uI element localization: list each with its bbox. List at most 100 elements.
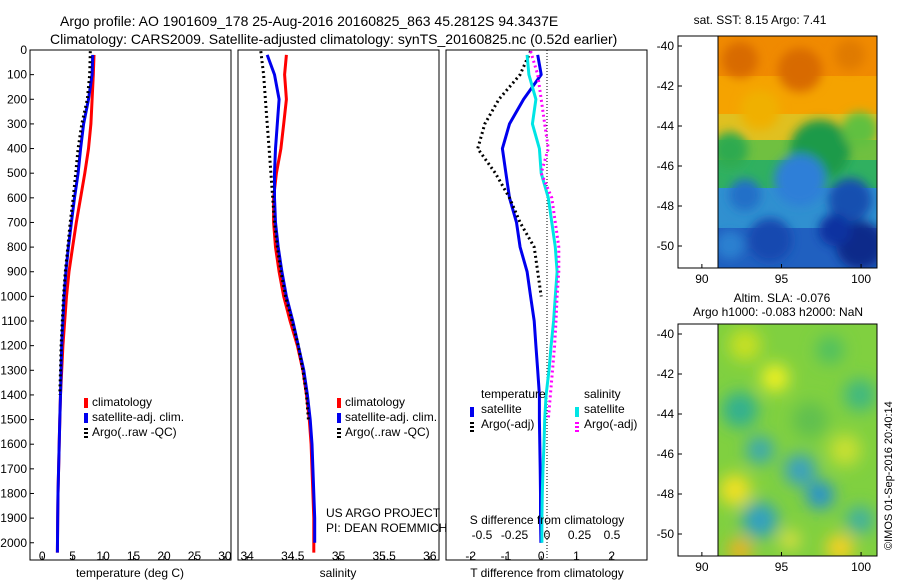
map-y-tick-label: -46 — [657, 159, 675, 173]
x-tick-label: 1 — [573, 549, 580, 563]
x-tick-label: 35 — [332, 549, 346, 563]
temperature-axis-ticks: 0 5 10 15 20 25 30 — [39, 549, 232, 563]
x-tick-label: 35.5 — [373, 549, 397, 563]
legend-sal-satellite-label: satellite — [584, 402, 625, 416]
x-tick-label: 5 — [69, 549, 76, 563]
legend-temp-satellite-label: satellite — [481, 402, 522, 416]
salinity-axis-label: salinity — [320, 566, 357, 580]
depth-tick-label: 1200 — [0, 339, 27, 353]
map-y-tick-label: -40 — [657, 39, 675, 53]
salinity-axis-ticks: 34 34.5 35 35.5 36 — [240, 549, 436, 563]
map-y-tick-label: -44 — [657, 407, 675, 421]
temperature-plot-frame — [29, 49, 232, 561]
legend-satellite-adj-label: satellite-adj. clim. — [92, 410, 184, 424]
depth-tick-label: 100 — [7, 68, 27, 82]
map-y-tick-label: -48 — [657, 487, 675, 501]
depth-tick-label: 400 — [7, 142, 27, 156]
map-y-tick-label: -48 — [657, 199, 675, 213]
sla-field-image — [717, 323, 878, 557]
top-x-tick-label: 0 — [544, 528, 551, 542]
sst-field-image — [717, 35, 878, 269]
difference-series — [476, 50, 561, 543]
salinity-difference-ticks: -0.5 -0.25 0 0.25 0.5 — [472, 528, 621, 542]
sst-map-panel: sat. SST: 8.15 Argo: 7.41 90 95 100 -40 -42 -… — [657, 13, 878, 286]
depth-tick-label: 1000 — [0, 289, 27, 303]
legend-climatology-label: climatology — [92, 395, 152, 409]
sla-map-panel: Altim. SLA: -0.076 Argo h1000: -0.083 h2… — [657, 291, 878, 574]
x-tick-label: 25 — [188, 549, 202, 563]
depth-tick-label: 1900 — [0, 511, 27, 525]
x-tick-label: 20 — [157, 549, 171, 563]
x-tick-label: 2 — [608, 549, 615, 563]
depth-tick-label: 1100 — [1, 314, 27, 328]
series-line-argo-raw-qc — [259, 51, 310, 420]
map-x-tick-label: 100 — [851, 272, 871, 286]
x-tick-label: 10 — [96, 549, 110, 563]
x-tick-label: 0 — [538, 549, 545, 563]
depth-tick-label: 1700 — [0, 462, 27, 476]
map-x-tick-label: 100 — [851, 560, 871, 574]
depth-tick-label: 800 — [7, 240, 27, 254]
x-tick-label: 34 — [240, 549, 254, 563]
x-tick-label: -2 — [465, 549, 476, 563]
map-y-tick-label: -44 — [657, 119, 675, 133]
x-tick-label: 30 — [218, 549, 232, 563]
top-x-tick-label: 0.25 — [568, 528, 592, 542]
legend-argo-label: Argo(..raw -QC) — [345, 425, 430, 439]
salinity-panel: 34 34.5 35 35.5 36 climatology satellite-adj… — [237, 49, 447, 580]
map-x-tick-label: 95 — [775, 272, 789, 286]
depth-tick-label: 1600 — [0, 437, 27, 451]
temperature-legend: climatology satellite-adj. clim. Argo(..… — [84, 395, 184, 439]
salinity-plot-frame — [237, 49, 440, 561]
depth-tick-label: 1300 — [0, 363, 27, 377]
difference-panel: -2 -1 0 1 2 temperature salinity satellite A… — [445, 49, 648, 580]
x-tick-label: 36 — [423, 549, 437, 563]
depth-tick-label: 1800 — [0, 486, 27, 500]
depth-tick-label: 900 — [7, 265, 27, 279]
project-annotation: US ARGO PROJECT — [326, 506, 441, 520]
depth-tick-label: 200 — [7, 92, 27, 106]
difference-axis-ticks: -2 -1 0 1 2 — [465, 549, 615, 563]
depth-tick-label: 1500 — [0, 413, 27, 427]
depth-tick-label: 0 — [20, 43, 27, 57]
legend-argo-label: Argo(..raw -QC) — [92, 425, 177, 439]
legend-climatology-label: climatology — [345, 395, 405, 409]
x-tick-label: 34.5 — [281, 549, 305, 563]
sla-map-axis-ticks: 90 95 100 -40 -42 -44 -46 -48 -50 — [657, 327, 872, 574]
map-x-tick-label: 95 — [775, 560, 789, 574]
x-tick-label: 0 — [39, 549, 46, 563]
sst-color-field — [718, 36, 877, 268]
map-y-tick-label: -50 — [657, 239, 675, 253]
series-line-temperature-satellite — [500, 54, 543, 543]
sst-map-title: sat. SST: 8.15 Argo: 7.41 — [694, 13, 827, 27]
imos-timestamp-watermark: ©IMOS 01-Sep-2016 20:40:14 — [883, 401, 895, 550]
sla-color-field — [718, 324, 877, 556]
series-line-argo-raw-qc — [58, 51, 92, 395]
header-line-2: Climatology: CARS2009. Satellite-adjuste… — [50, 31, 617, 47]
map-x-tick-label: 90 — [695, 560, 709, 574]
map-y-tick-label: -42 — [657, 79, 675, 93]
salinity-difference-axis-label: S difference from climatology — [470, 513, 625, 527]
legend-temp-argo-label: Argo(-adj) — [481, 417, 534, 431]
map-y-tick-label: -40 — [657, 327, 675, 341]
legend-sal-argo-label: Argo(-adj) — [584, 417, 637, 431]
legend-satellite-adj-label: satellite-adj. clim. — [345, 410, 437, 424]
depth-tick-label: 700 — [7, 215, 27, 229]
depth-tick-label: 300 — [7, 117, 27, 131]
sla-map-title-line-1: Altim. SLA: -0.076 — [734, 291, 831, 305]
salinity-legend: climatology satellite-adj. clim. Argo(..… — [337, 395, 437, 439]
temperature-panel: 0100200300400500600700800900100011001200… — [0, 43, 232, 580]
map-x-tick-label: 90 — [695, 272, 709, 286]
map-y-tick-label: -50 — [657, 527, 675, 541]
top-x-tick-label: -0.5 — [472, 528, 493, 542]
pi-annotation: PI: DEAN ROEMMICH — [326, 521, 447, 535]
legend-salinity-title: salinity — [584, 387, 621, 401]
sst-map-axis-ticks: 90 95 100 -40 -42 -44 -46 -48 -50 — [657, 39, 872, 286]
top-x-tick-label: 0.5 — [604, 528, 621, 542]
legend-temperature-title: temperature — [481, 387, 546, 401]
depth-tick-label: 2000 — [0, 536, 27, 550]
depth-tick-label: 500 — [7, 166, 27, 180]
x-tick-label: 15 — [127, 549, 141, 563]
difference-legend: temperature salinity satellite Argo(-adj… — [470, 387, 637, 432]
